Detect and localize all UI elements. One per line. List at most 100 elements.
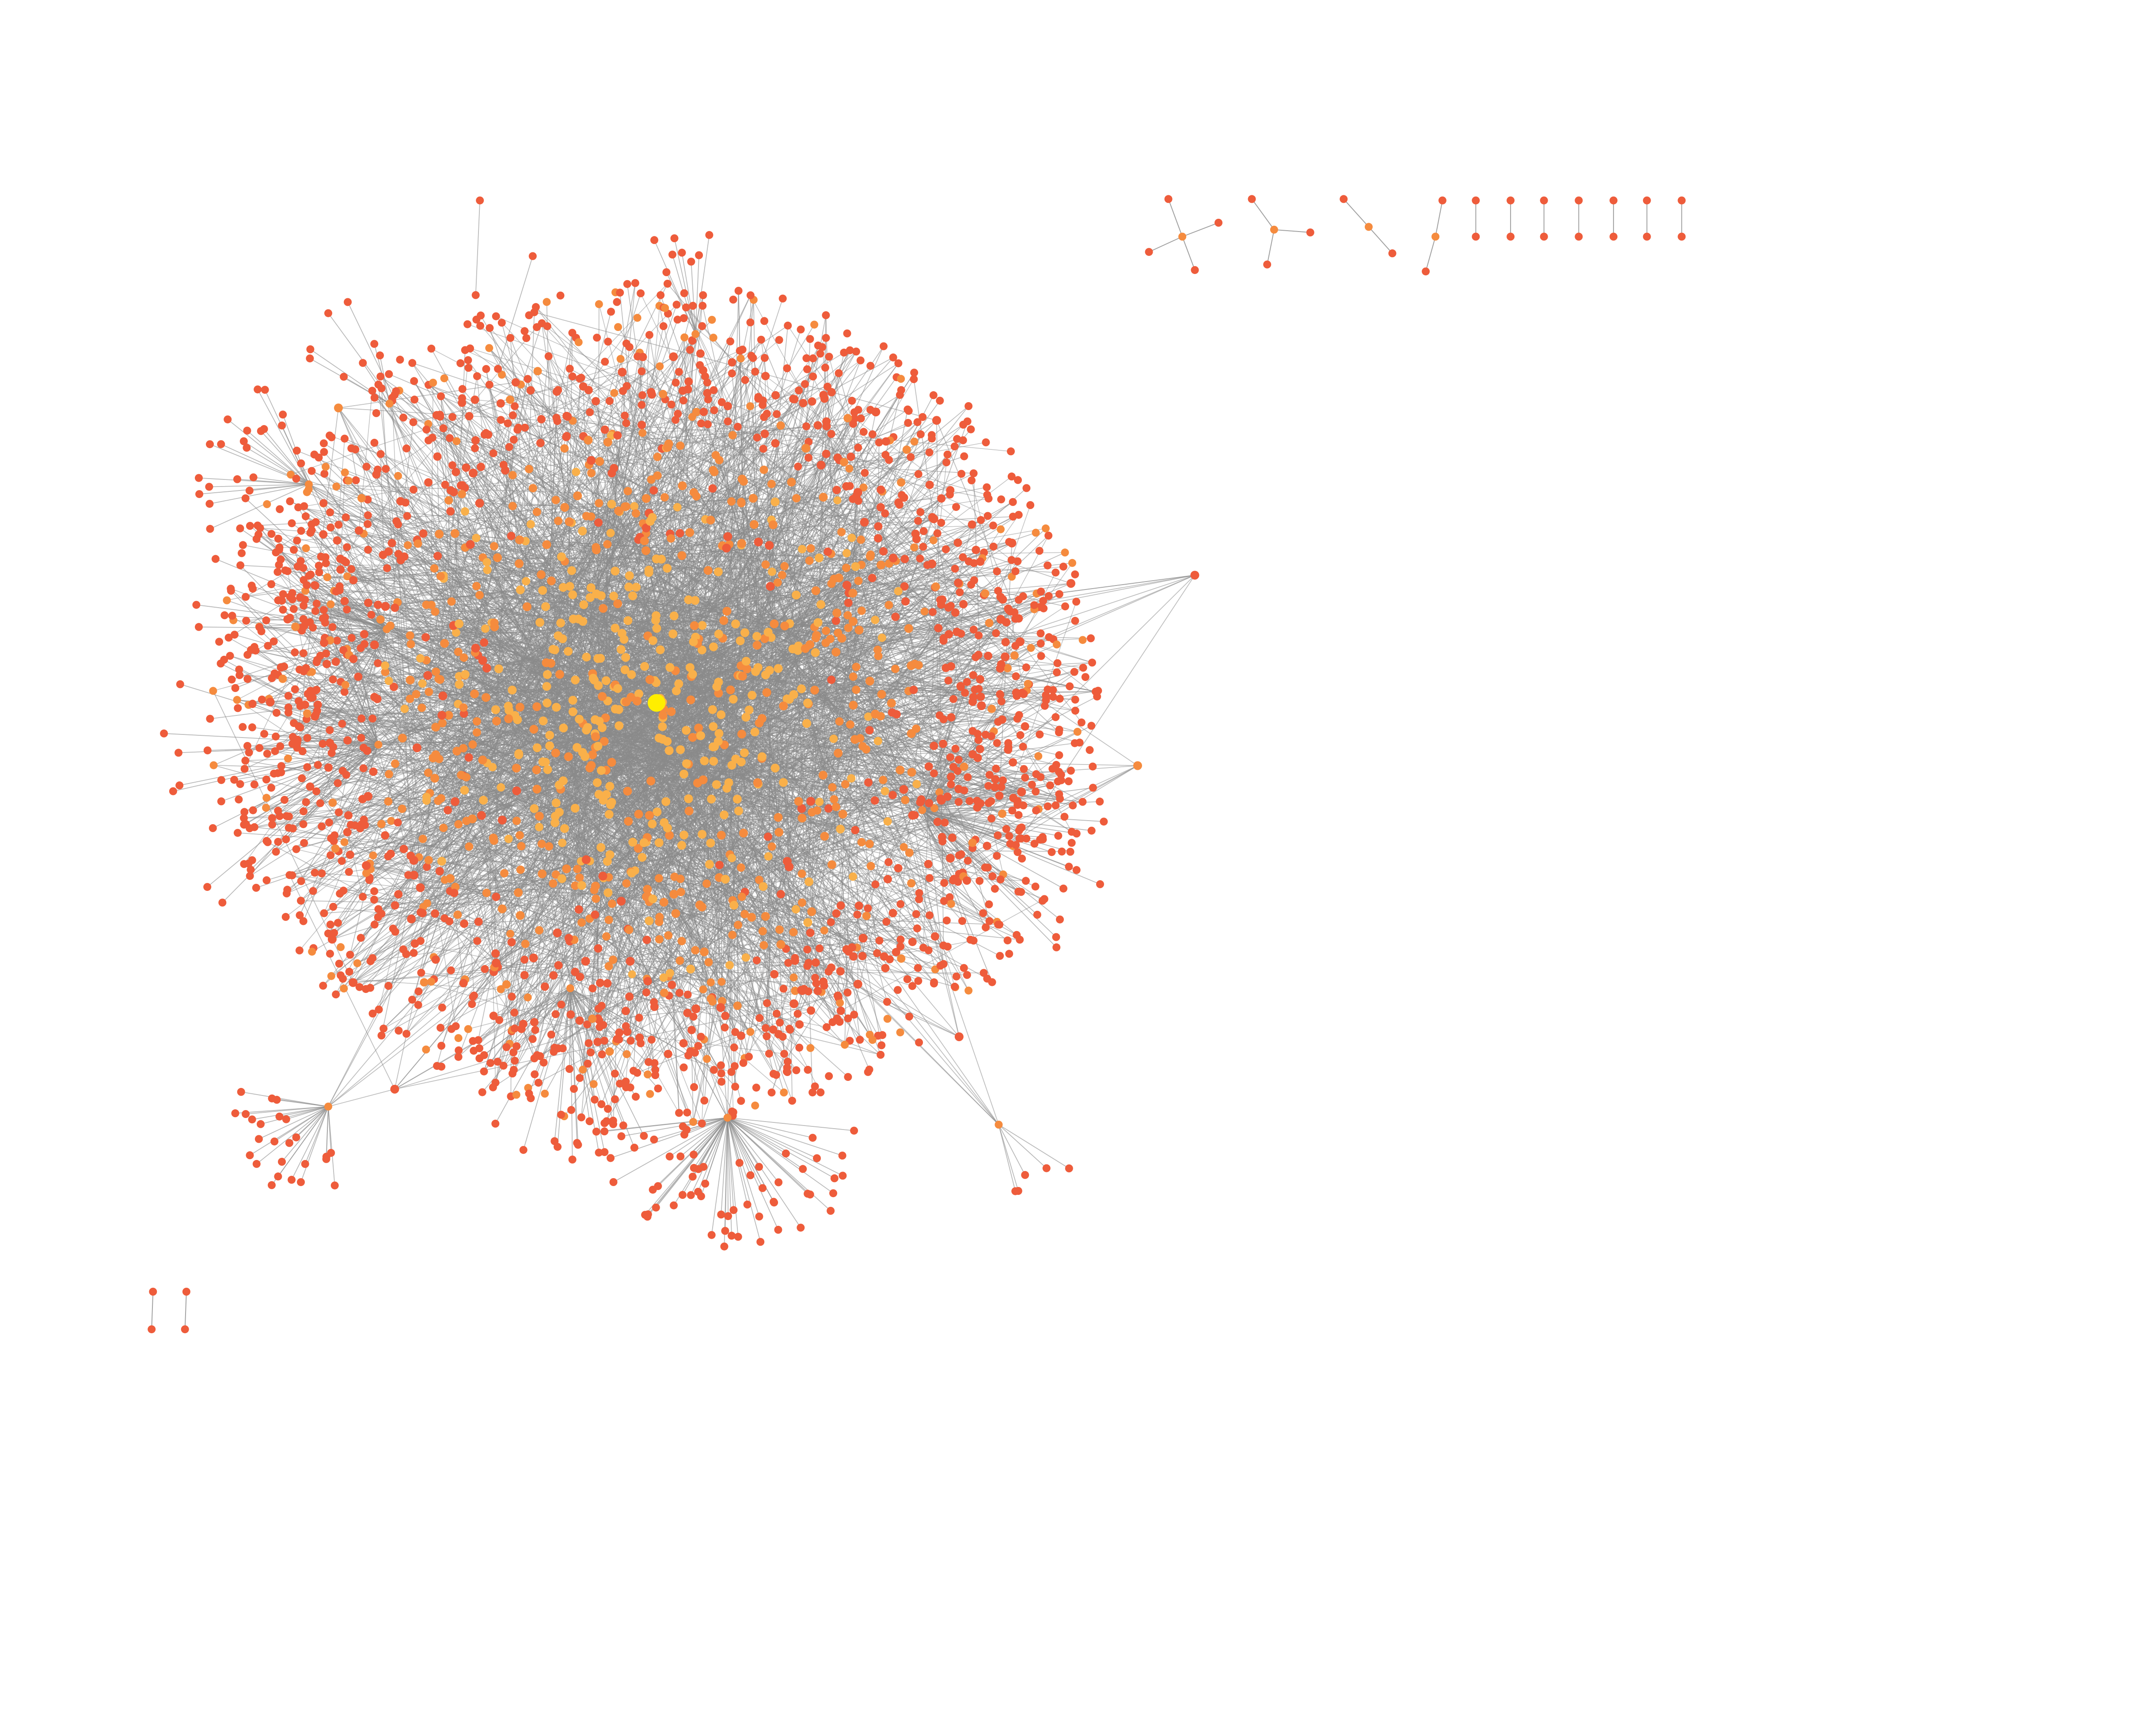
graph-node xyxy=(833,496,842,505)
graph-node xyxy=(262,776,270,783)
graph-node xyxy=(327,1149,335,1157)
graph-node xyxy=(907,453,915,461)
graph-edge xyxy=(472,689,857,819)
graph-node xyxy=(334,521,343,529)
graph-node xyxy=(359,359,367,367)
graph-node xyxy=(736,354,745,363)
graph-node xyxy=(376,351,384,360)
graph-node xyxy=(1072,829,1081,838)
graph-node xyxy=(769,1070,778,1078)
graph-node xyxy=(267,783,275,792)
graph-edge xyxy=(428,382,434,861)
graph-node xyxy=(463,320,472,328)
graph-node xyxy=(278,421,286,430)
graph-node xyxy=(746,1028,755,1036)
graph-node xyxy=(239,437,248,445)
graph-node xyxy=(866,361,875,370)
graph-node xyxy=(1026,501,1035,509)
graph-node xyxy=(839,1171,847,1180)
graph-edge xyxy=(236,700,403,810)
graph-edge xyxy=(333,746,856,831)
graph-edge xyxy=(534,370,704,1059)
graph-node xyxy=(169,787,177,795)
graph-edge xyxy=(470,348,845,463)
graph-node xyxy=(239,541,247,549)
graph-edge xyxy=(303,567,379,745)
graph-edge xyxy=(511,319,713,536)
graph-edge xyxy=(629,346,742,504)
graph-edge xyxy=(497,913,917,968)
graph-node xyxy=(976,877,984,885)
graph-node xyxy=(386,849,395,858)
graph-node xyxy=(1044,532,1053,540)
graph-node xyxy=(228,675,236,684)
graph-node xyxy=(544,352,553,361)
graph-node xyxy=(1002,825,1010,833)
graph-node xyxy=(1021,877,1030,885)
graph-node xyxy=(904,419,912,427)
graph-edge xyxy=(301,630,775,975)
graph-node xyxy=(246,522,254,530)
graph-node xyxy=(1009,498,1017,506)
graph-node xyxy=(427,344,436,353)
graph-node xyxy=(717,977,726,986)
graph-node xyxy=(308,947,316,956)
graph-node xyxy=(683,990,692,999)
graph-node xyxy=(175,749,182,757)
graph-node xyxy=(689,302,697,310)
graph-node xyxy=(673,316,682,324)
graph-node xyxy=(241,757,250,765)
graph-node xyxy=(896,900,905,908)
graph-node xyxy=(508,993,516,1001)
graph-edge xyxy=(516,718,1018,821)
graph-node xyxy=(568,372,577,380)
graph-node xyxy=(297,459,305,468)
graph-node xyxy=(881,451,890,459)
graph-node xyxy=(1079,664,1087,672)
graph-node xyxy=(651,1065,660,1074)
graph-node xyxy=(733,1001,742,1010)
graph-node xyxy=(524,993,532,1002)
graph-node xyxy=(939,715,948,723)
graph-node xyxy=(493,1057,502,1066)
graph-node xyxy=(747,352,755,360)
graph-node xyxy=(904,407,913,415)
graph-node xyxy=(531,303,540,311)
graph-node xyxy=(993,567,1001,575)
graph-node xyxy=(981,730,990,739)
graph-node xyxy=(318,869,326,878)
graph-edge xyxy=(369,859,587,864)
graph-node xyxy=(429,379,437,387)
graph-node xyxy=(317,552,325,561)
graph-node xyxy=(326,523,335,532)
graph-node xyxy=(344,298,352,306)
graph-node xyxy=(338,767,347,775)
graph-edge xyxy=(407,490,654,546)
graph-node xyxy=(597,1002,606,1010)
graph-edge xyxy=(426,604,876,885)
graph-node xyxy=(522,334,531,342)
graph-node xyxy=(469,1037,477,1045)
graph-node xyxy=(614,323,622,331)
graph-node xyxy=(592,1127,600,1136)
graph-node xyxy=(776,1019,784,1027)
graph-edge xyxy=(428,360,469,773)
graph-node xyxy=(596,1023,604,1031)
graph-edge xyxy=(411,779,996,920)
graph-node xyxy=(396,355,404,364)
graph-node xyxy=(1072,866,1081,874)
graph-node xyxy=(687,1191,695,1199)
graph-node xyxy=(366,957,375,966)
graph-node xyxy=(883,998,891,1006)
graph-edge xyxy=(834,578,1093,663)
graph-node xyxy=(333,636,341,645)
graph-node xyxy=(391,928,399,936)
graph-node xyxy=(260,730,269,738)
graph-node xyxy=(936,396,944,405)
graph-node xyxy=(775,336,783,344)
graph-edge xyxy=(730,434,832,691)
graph-node xyxy=(299,820,307,829)
graph-node xyxy=(203,883,212,891)
graph-node xyxy=(1072,597,1081,606)
